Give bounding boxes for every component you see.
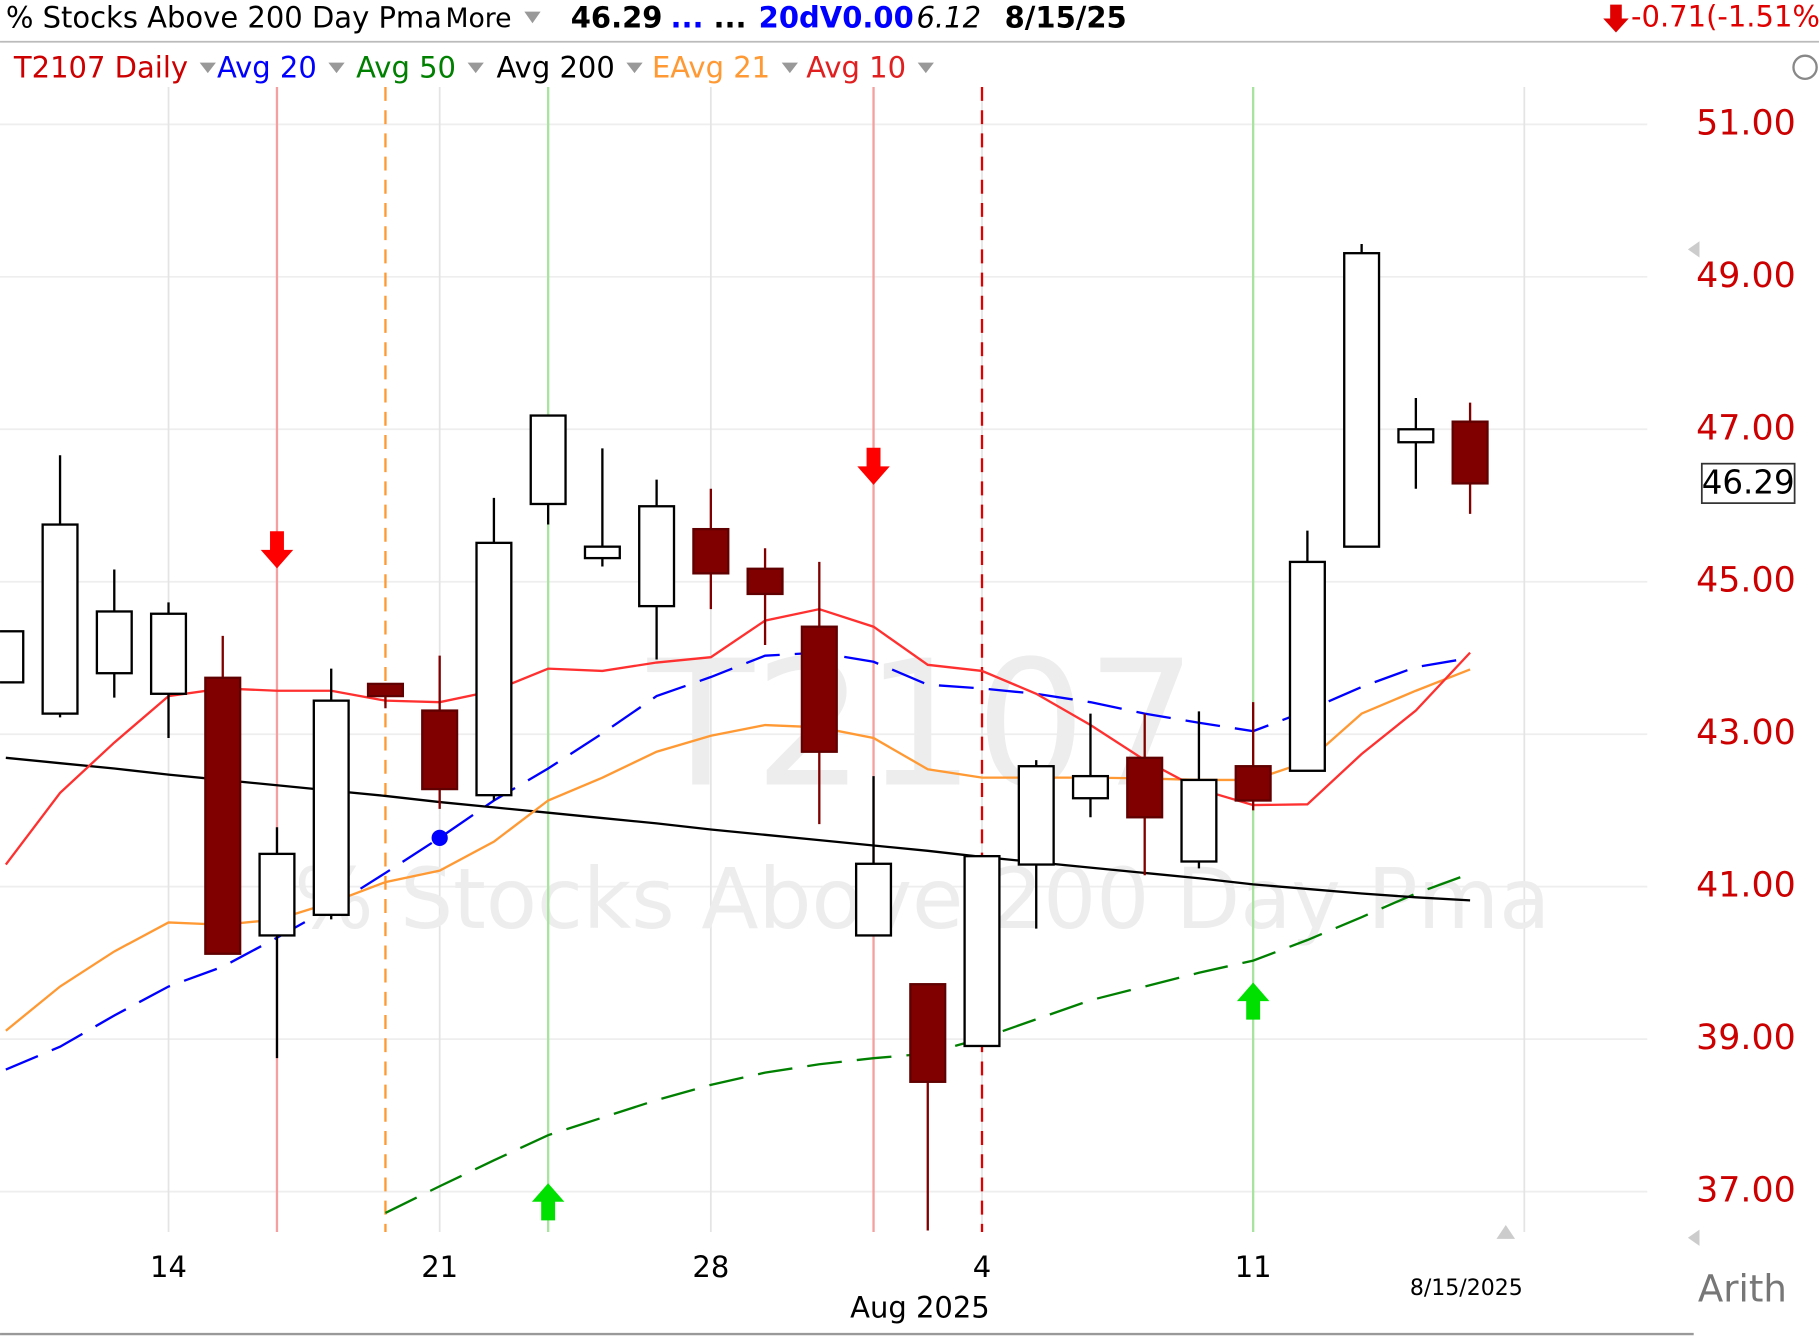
legend-dropdown[interactable] <box>199 62 216 74</box>
scroll-marker <box>1687 241 1700 258</box>
x-tick-label: 4 <box>973 1250 991 1284</box>
legend-entry: Avg 200 <box>497 51 615 85</box>
last-price-box <box>1700 462 1796 504</box>
candles <box>0 244 1489 1231</box>
candle-body <box>1397 428 1435 444</box>
candle-body <box>909 983 947 1083</box>
header-dots: ... <box>671 1 704 35</box>
header-last: 46.29 <box>571 1 663 35</box>
candle-body <box>1017 765 1055 866</box>
axis: 37.00 39.00 41.00 43.00 45.00 47.00 49.00 51.00… <box>150 103 1796 1284</box>
watermark-name: % Stocks Above 200 Day Pma <box>294 850 1550 948</box>
watermark: T2107 % Stocks Above 200 Day Pma <box>294 623 1550 947</box>
candle-body <box>854 862 893 937</box>
sell-arrow <box>857 447 890 485</box>
down-arrow-icon <box>1603 4 1629 33</box>
candle-body <box>1234 765 1272 802</box>
candle-body <box>41 523 79 715</box>
moving-average-line <box>5 756 1471 902</box>
candle-body <box>1288 560 1326 772</box>
candle-body <box>529 414 567 506</box>
legend: T2107 Daily Avg 20 Avg 50 Avg 200 EAvg 21 Avg… <box>13 51 1818 85</box>
legend-dropdown[interactable] <box>781 62 798 74</box>
candle-body <box>1451 420 1489 485</box>
header-extra: 6.12 <box>916 1 981 35</box>
scroll-marker <box>1496 1225 1516 1239</box>
candle-body <box>1126 756 1164 819</box>
header-volume: 20dV0.00 <box>759 1 914 35</box>
y-tick-label: 39.00 <box>1696 1018 1796 1058</box>
y-tick-label: 51.00 <box>1696 103 1796 143</box>
y-tick-label: 41.00 <box>1696 866 1796 906</box>
candle-body <box>692 527 730 575</box>
last-price-label: 46.29 <box>1702 464 1795 502</box>
candle-body <box>746 567 784 596</box>
legend-entry: T2107 Daily <box>13 51 188 85</box>
buy-arrow <box>1236 982 1270 1020</box>
candle-body <box>1180 778 1218 863</box>
moving-average-line <box>4 607 1471 866</box>
dropdown-arrow[interactable] <box>524 11 541 24</box>
legend-dropdown[interactable] <box>626 62 643 74</box>
watermark-symbol: T2107 <box>647 623 1197 826</box>
signal-dot <box>431 829 448 846</box>
moving-average-line <box>5 668 1471 1032</box>
candle-body <box>366 682 405 698</box>
y-tick-label: 49.00 <box>1696 256 1796 296</box>
candle-body <box>475 541 513 797</box>
candle-body <box>312 699 350 917</box>
x-tick-label: 28 <box>692 1250 729 1284</box>
candle-body <box>149 612 188 695</box>
header-date: 8/15/25 <box>1005 1 1127 35</box>
candle-body <box>421 709 459 791</box>
settings-icon <box>1792 54 1818 81</box>
x-tick-label: 11 <box>1235 1250 1272 1284</box>
candle-body <box>963 854 1001 1048</box>
candle-body <box>1071 774 1110 800</box>
legend-entry: Avg 20 <box>217 51 317 85</box>
y-tick-label: 45.00 <box>1696 561 1796 601</box>
x-tick-label: 14 <box>150 1250 187 1284</box>
header-dots: ... <box>713 1 746 35</box>
sell-arrow <box>260 531 294 569</box>
x-tick-label: 21 <box>421 1250 458 1284</box>
y-tick-label: 43.00 <box>1696 713 1796 753</box>
legend-entry: Avg 50 <box>356 51 456 85</box>
candle-body <box>258 852 296 937</box>
scale-label[interactable]: Arith <box>1698 1268 1787 1311</box>
candle-body <box>583 545 621 560</box>
candle-body <box>95 610 133 675</box>
scroll-marker <box>1687 1229 1700 1246</box>
y-tick-label: 37.00 <box>1696 1171 1796 1211</box>
buy-arrow <box>531 1183 565 1221</box>
header: % Stocks Above 200 Day Pma More 46.29 ..… <box>6 0 1819 35</box>
more-button[interactable]: More <box>445 3 511 34</box>
header-change: -0.71(-1.51%) <box>1631 0 1819 34</box>
y-tick-label: 47.00 <box>1696 408 1796 448</box>
last-date-label: 8/15/2025 <box>1410 1276 1523 1301</box>
legend-entry: Avg 10 <box>806 51 906 85</box>
legend-dropdown[interactable] <box>917 62 934 74</box>
candle-body <box>638 505 676 608</box>
moving-average-line <box>5 651 1471 1071</box>
candle-body <box>1343 252 1381 548</box>
legend-dropdown[interactable] <box>328 62 345 74</box>
legend-dropdown[interactable] <box>467 62 484 74</box>
month-label: Aug 2025 <box>850 1291 990 1325</box>
candle-body <box>0 630 25 684</box>
candle-body <box>204 676 242 955</box>
candle-body <box>800 625 838 753</box>
header-title: % Stocks Above 200 Day Pma <box>6 1 442 35</box>
legend-entry: EAvg 21 <box>652 51 770 85</box>
